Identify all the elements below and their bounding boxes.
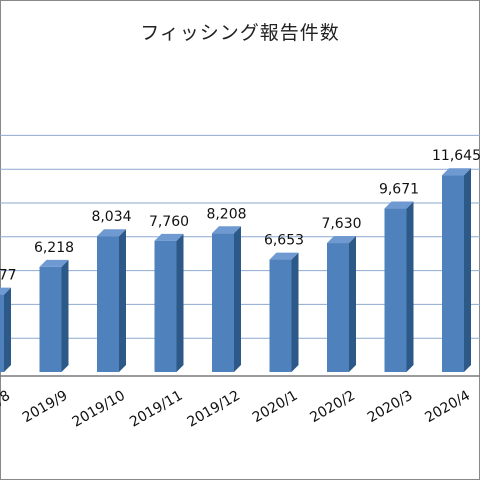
bar-top — [97, 229, 126, 237]
bar-side — [4, 287, 11, 372]
bar-front — [327, 243, 349, 372]
bar-top — [384, 201, 414, 209]
value-label: 7,760 — [149, 214, 189, 230]
bar — [327, 236, 356, 372]
bar-front — [212, 233, 234, 372]
bar-front — [384, 208, 407, 372]
bar-side — [349, 236, 356, 372]
x-tick-label: 2019/9 — [20, 388, 71, 426]
bar-front — [0, 294, 4, 372]
x-tick-labels: 2019/8 2019/9 2019/10 2019/11 2019/12 2020/1 2… — [0, 388, 480, 431]
bar-side — [234, 226, 241, 372]
bar-side — [464, 168, 471, 372]
bar-top — [442, 168, 471, 176]
bar — [0, 287, 11, 372]
bar — [97, 229, 126, 372]
x-tick-label: 2020/2 — [307, 388, 358, 426]
x-tick-label: 2020/4 — [422, 388, 473, 427]
value-label: 9,671 — [379, 182, 419, 198]
x-tick-label: 2019/10 — [70, 388, 128, 431]
bar-front — [97, 236, 119, 372]
bar — [212, 226, 241, 372]
bar-side — [176, 233, 184, 372]
bar-front — [39, 266, 62, 372]
bar-top — [0, 287, 11, 295]
value-label: 6,218 — [34, 240, 74, 256]
bar-top — [154, 233, 184, 241]
bar-front — [269, 259, 292, 372]
value-label: 8,034 — [91, 209, 131, 225]
bar — [384, 201, 414, 372]
value-label: 4,577 — [0, 268, 17, 284]
bar-top — [269, 252, 299, 260]
value-label: 11,645 — [432, 148, 480, 164]
x-tick-label: 2020/3 — [365, 388, 416, 426]
bar-side — [61, 259, 69, 372]
bar-front — [442, 175, 464, 372]
bar-front — [154, 240, 177, 372]
bar-side — [406, 201, 414, 372]
bar-side — [119, 229, 126, 372]
bar — [442, 168, 471, 372]
value-label: 7,630 — [321, 216, 361, 232]
value-label: 6,653 — [264, 233, 304, 249]
bar — [269, 252, 299, 372]
x-tick-label: 2019/8 — [0, 388, 13, 426]
bar-top — [212, 226, 241, 234]
x-tick-label: 2020/1 — [250, 388, 301, 426]
x-tick-label: 2019/11 — [127, 388, 185, 431]
bar-top — [327, 236, 356, 244]
x-tick-label: 2019/12 — [185, 388, 243, 431]
chart-title: フィッシング報告件数 — [140, 22, 340, 44]
bar-top — [39, 259, 69, 267]
bar-side — [291, 252, 299, 372]
bar — [39, 259, 69, 372]
value-label: 8,208 — [206, 206, 246, 222]
bars — [0, 168, 471, 372]
bar — [154, 233, 184, 372]
value-labels: 4,577 6,218 8,034 7,760 8,208 6,653 7,630 9,671… — [0, 148, 480, 283]
